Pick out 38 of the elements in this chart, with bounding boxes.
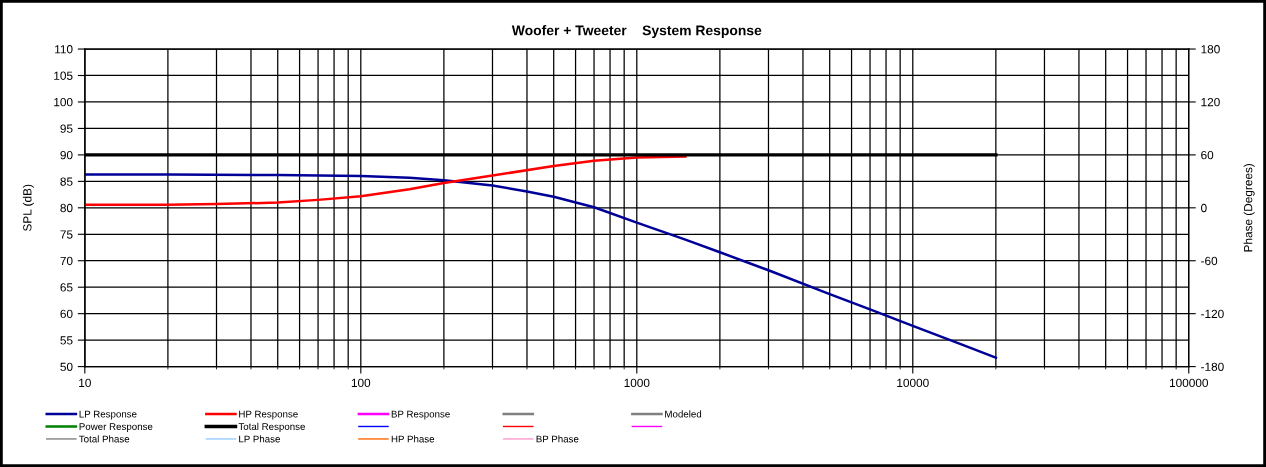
legend-label: Total Response [238, 422, 305, 432]
y-tick-label: 85 [60, 177, 73, 186]
y-tick-label: 50 [60, 362, 73, 371]
y-axis-title: SPL (dB) [22, 184, 34, 231]
legend-label: HP Phase [391, 435, 435, 443]
y-tick-label: 75 [60, 230, 73, 239]
y-tick-label: 65 [60, 283, 73, 292]
y-tick-label: 80 [60, 203, 73, 213]
legend-label: BP Phase [536, 435, 579, 443]
y-tick-label: 70 [60, 256, 73, 266]
y2-tick-label: 180 [1201, 45, 1220, 54]
y-tick-label: 110 [55, 45, 73, 54]
y2-tick-label: -120 [1201, 309, 1224, 319]
y-tick-label: 60 [60, 309, 73, 319]
y2-tick-label: 120 [1201, 98, 1220, 107]
chart-title: Woofer + Tweeter System Response [511, 25, 762, 39]
legend-label: LP Response [79, 410, 137, 420]
legend-label: Power Response [79, 423, 153, 432]
legend-label: HP Response [239, 410, 298, 420]
legend-label: BP Response [391, 410, 450, 420]
y2-axis-title: Phase (Degrees) [1243, 163, 1255, 252]
y2-tick-label: 60 [1201, 150, 1214, 160]
y-tick-label: 100 [54, 98, 73, 107]
x-tick-label: 100000 [1169, 378, 1209, 388]
x-tick-label: 10 [79, 378, 91, 388]
y-tick-label: 105 [54, 71, 73, 80]
legend-label: LP Phase [239, 435, 280, 443]
y-tick-label: 95 [60, 124, 73, 133]
legend-label: Total Phase [79, 435, 130, 443]
y-tick-label: 55 [60, 336, 73, 345]
y2-tick-label: -60 [1201, 256, 1218, 266]
x-tick-label: 100 [351, 378, 371, 388]
y2-tick-label: -180 [1201, 362, 1224, 371]
y-tick-label: 90 [60, 150, 73, 160]
legend-label: Modeled [665, 410, 702, 418]
x-tick-label: 10000 [897, 378, 929, 388]
y2-tick-label: 0 [1201, 203, 1207, 213]
x-tick-label: 1000 [624, 378, 650, 388]
